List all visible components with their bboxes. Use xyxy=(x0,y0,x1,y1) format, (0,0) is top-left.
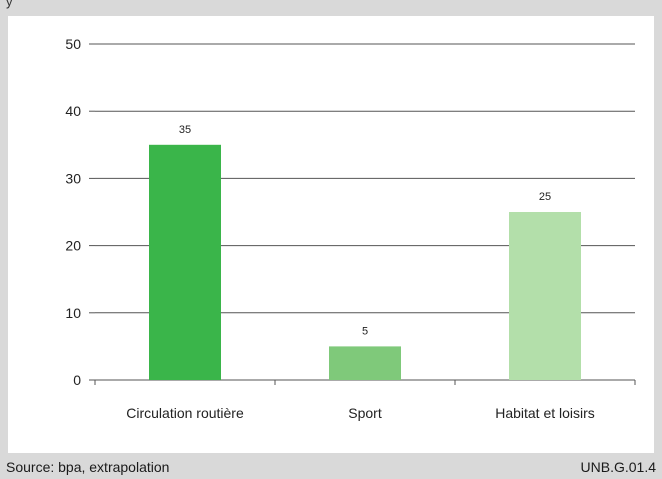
y-tick-label-20: 20 xyxy=(65,238,81,254)
y-tick-label-0: 0 xyxy=(73,372,81,388)
category-label-0: Circulation routière xyxy=(126,405,244,421)
data-label-0: 35 xyxy=(179,124,191,136)
category-label-2: Habitat et loisirs xyxy=(495,405,595,421)
bar-chart: 0 10 20 30 40 50 35 Circulation routière 5 Sport 2… xyxy=(65,36,636,421)
y-tick-label-10: 10 xyxy=(65,305,81,321)
chart-panel: 0 10 20 30 40 50 35 Circulation routière 5 Sport 2… xyxy=(8,16,654,453)
data-label-2: 25 xyxy=(539,191,551,203)
bar-0 xyxy=(149,144,221,380)
top-strip: y xyxy=(0,0,662,16)
cropped-title-fragment: y xyxy=(6,0,13,9)
source-note: Source: bpa, extrapolation xyxy=(6,459,170,475)
data-label-1: 5 xyxy=(362,325,368,337)
y-tick-label-40: 40 xyxy=(65,103,81,119)
y-tick-label-30: 30 xyxy=(65,170,81,186)
y-tick-label-50: 50 xyxy=(65,36,81,52)
category-label-1: Sport xyxy=(348,405,382,421)
bar-1 xyxy=(329,346,401,380)
footer-bar: Source: bpa, extrapolation UNB.G.01.4 xyxy=(0,453,662,479)
bar-2 xyxy=(509,212,581,380)
figure-code: UNB.G.01.4 xyxy=(580,459,656,475)
